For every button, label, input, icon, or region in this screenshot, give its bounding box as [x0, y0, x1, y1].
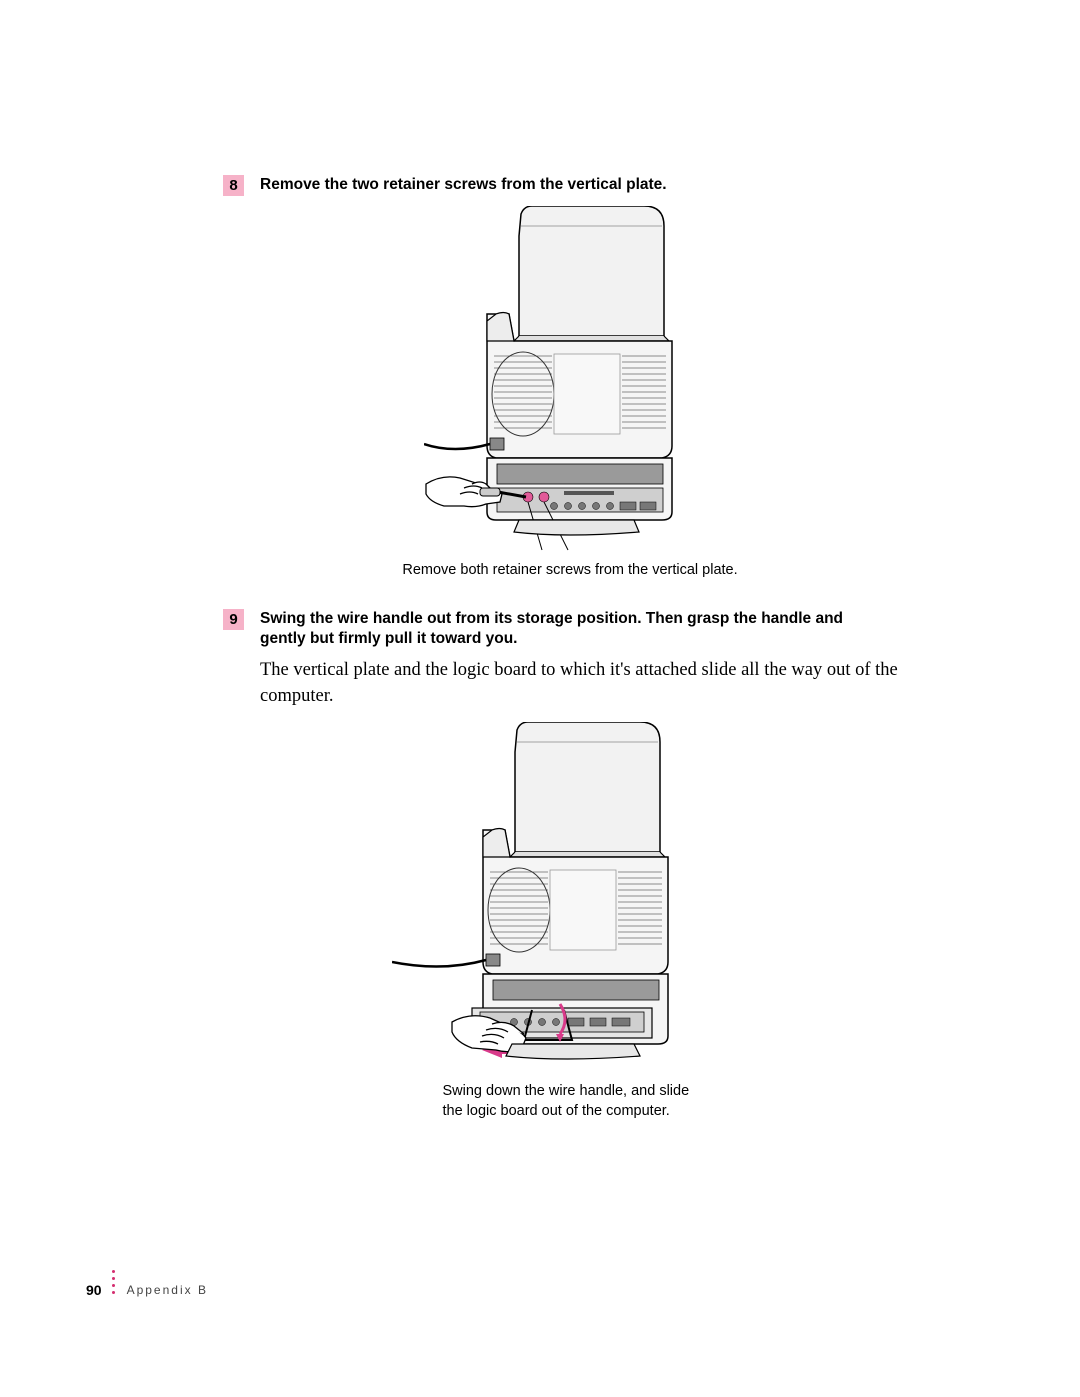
step-title: Remove the two retainer screws from the … — [260, 175, 667, 196]
footer-label: Appendix B — [127, 1283, 208, 1297]
step-number: 9 — [229, 611, 237, 628]
figure-1: Remove both retainer screws from the ver… — [60, 206, 1080, 581]
manual-page: 8 Remove the two retainer screws from th… — [0, 0, 1080, 1397]
page-number: 90 — [86, 1282, 102, 1298]
body-paragraph: The vertical plate and the logic board t… — [260, 658, 900, 710]
step-9: 9 Swing the wire handle out from its sto… — [0, 609, 1080, 651]
step-number-box: 9 — [223, 609, 244, 630]
figure-2-caption: Swing down the wire handle, and slide th… — [443, 1082, 783, 1121]
step-number: 8 — [229, 177, 237, 194]
step-number-box: 8 — [223, 175, 244, 196]
page-footer: 90 Appendix B — [86, 1278, 208, 1302]
step-8: 8 Remove the two retainer screws from th… — [0, 175, 1080, 196]
figure-2: Swing down the wire handle, and slide th… — [30, 722, 1080, 1121]
caption-line-1: Swing down the wire handle, and slide — [443, 1083, 690, 1099]
figure-1-caption: Remove both retainer screws from the ver… — [402, 561, 737, 581]
step-title: Swing the wire handle out from its stora… — [260, 609, 880, 651]
caption-line-2: the logic board out of the computer. — [443, 1103, 670, 1119]
footer-dots — [112, 1270, 115, 1294]
computer-illustration-2 — [392, 722, 718, 1076]
computer-illustration-1 — [424, 206, 717, 555]
